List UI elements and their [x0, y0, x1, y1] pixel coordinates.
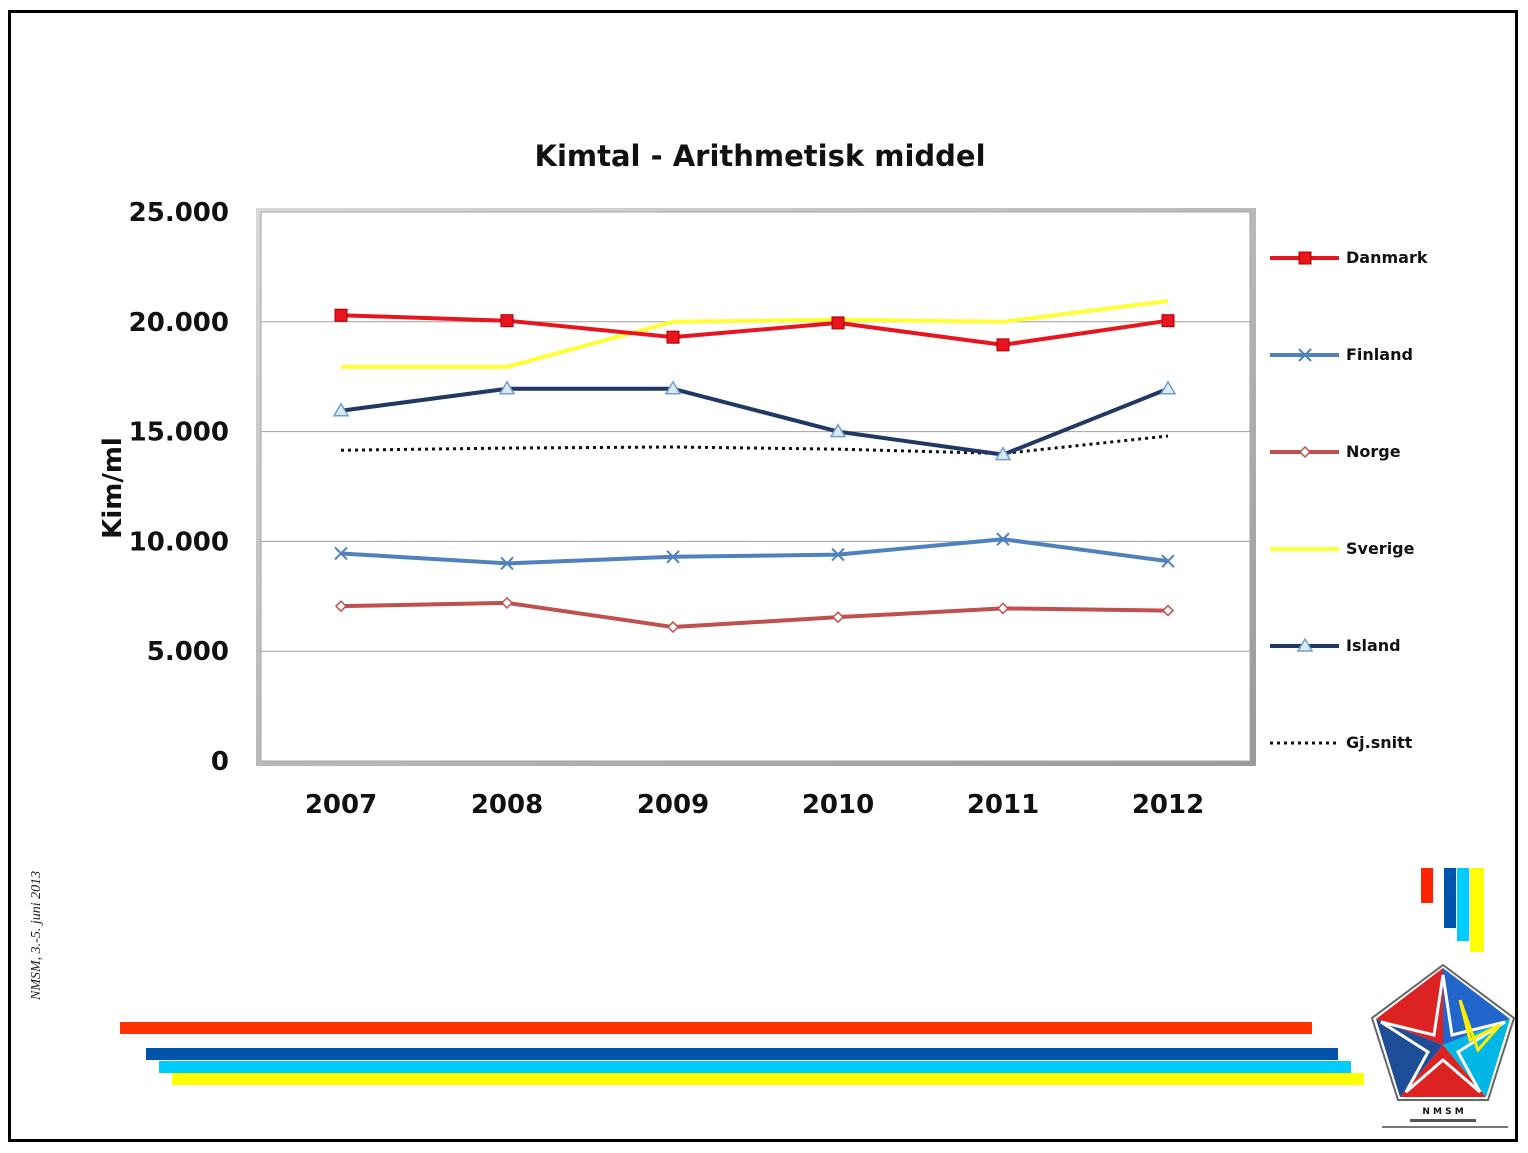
- stripe-yellow: [172, 1073, 1364, 1085]
- data-point-x: [666, 550, 680, 564]
- series-sverige: [341, 298, 1169, 369]
- footer-event-text: NMSM, 3.-5. juni 2013: [29, 871, 44, 1001]
- accent-bar-red: [1421, 868, 1433, 903]
- stripe-cyan: [159, 1061, 1351, 1073]
- accent-bar-blue: [1444, 868, 1456, 928]
- legend-label: Gj.snitt: [1346, 733, 1413, 752]
- logo-segment-darkblue: [1376, 1019, 1443, 1097]
- series-norge: [334, 596, 1175, 634]
- legend: Danmark Finland Norge Sverige Island Gj.snitt: [1270, 248, 1428, 752]
- accent-bar-yellow: [1470, 868, 1484, 952]
- series-danmark: [334, 308, 1175, 352]
- legend-label: Sverige: [1346, 539, 1415, 558]
- series-gj-snitt: [340, 434, 1169, 456]
- logo-subline-2: [1382, 1126, 1508, 1128]
- legend-entry: Finland: [1270, 345, 1413, 364]
- data-point-square: [1298, 251, 1312, 265]
- x-axis-ticks: 2007 2008 2009 2010 2011 2012: [305, 790, 1204, 820]
- y-tick-label: 5.000: [147, 637, 229, 667]
- logo-segment-red: [1376, 968, 1443, 1045]
- data-point-diamond: [500, 596, 514, 609]
- data-point-square: [334, 308, 348, 322]
- accent-bar-cyan: [1457, 868, 1469, 941]
- series-layer: [332, 298, 1177, 634]
- x-tick-label: 2010: [802, 790, 874, 820]
- series-line: [341, 298, 1169, 369]
- data-point-square: [500, 314, 514, 328]
- y-tick-label: 10.000: [129, 527, 229, 557]
- series-line: [340, 386, 1169, 457]
- data-point-triangle: [664, 380, 682, 395]
- data-point-triangle: [994, 446, 1012, 461]
- data-point-x: [1161, 554, 1175, 568]
- series-line: [340, 600, 1169, 630]
- logo-label: N M S M: [1422, 1107, 1463, 1117]
- data-point-diamond: [1161, 604, 1175, 617]
- nmsm-logo: N M S M: [1370, 963, 1516, 1128]
- y-tick-label: 20.000: [129, 308, 229, 338]
- legend-entry: Danmark: [1270, 248, 1428, 267]
- plot-area: [260, 211, 1251, 762]
- x-tick-label: 2009: [637, 790, 709, 820]
- data-point-x: [1298, 348, 1312, 362]
- logo-segment-cyan: [1443, 1019, 1510, 1097]
- logo-star-yellow: [1458, 999, 1502, 1053]
- data-point-x: [831, 547, 845, 562]
- data-point-diamond: [666, 620, 680, 634]
- data-point-triangle: [829, 423, 847, 438]
- y-axis-label: Kim/ml: [98, 437, 128, 539]
- y-tick-label: 0: [211, 747, 229, 777]
- x-tick-label: 2007: [305, 790, 377, 820]
- legend-entry: Gj.snitt: [1270, 733, 1413, 752]
- x-tick-label: 2011: [967, 790, 1039, 820]
- legend-label: Finland: [1346, 345, 1413, 364]
- data-point-square: [666, 330, 680, 344]
- data-point-triangle: [1296, 637, 1314, 652]
- x-tick-label: 2012: [1132, 790, 1204, 820]
- x-tick-label: 2008: [471, 790, 543, 820]
- logo-segment-yellow: [1400, 1045, 1486, 1097]
- logo-subline-1: [1410, 1119, 1476, 1122]
- legend-label: Norge: [1346, 442, 1401, 461]
- data-point-diamond: [1298, 445, 1312, 459]
- y-tick-label: 15.000: [129, 418, 229, 448]
- series-island: [332, 380, 1177, 461]
- data-point-x: [334, 546, 348, 561]
- data-point-square: [831, 316, 845, 330]
- y-tick-label: 25.000: [129, 198, 229, 228]
- stripe-blue: [146, 1048, 1338, 1060]
- series-line: [340, 434, 1169, 456]
- series-finland: [334, 532, 1175, 571]
- data-point-triangle: [498, 380, 516, 395]
- data-point-diamond: [334, 600, 348, 613]
- data-point-diamond: [996, 602, 1010, 615]
- data-point-square: [1161, 314, 1175, 328]
- legend-entry: Norge: [1270, 442, 1401, 461]
- y-axis-ticks: 0 5.000 10.000 15.000 20.000 25.000: [129, 198, 229, 777]
- data-point-x: [500, 556, 514, 571]
- data-point-triangle: [1159, 380, 1177, 395]
- chart-title: Kimtal - Arithmetisk middel: [534, 139, 985, 173]
- logo-accent-bars: [1421, 868, 1484, 952]
- logo-segment-blue: [1443, 968, 1510, 1045]
- data-point-triangle: [332, 402, 350, 417]
- series-line: [340, 313, 1169, 347]
- data-point-square: [996, 338, 1010, 352]
- stripe-red: [120, 1022, 1312, 1034]
- series-line: [340, 537, 1169, 566]
- legend-entry: Sverige: [1270, 539, 1415, 558]
- legend-entry: Island: [1270, 636, 1401, 655]
- decorative-stripes: [120, 1022, 1364, 1085]
- legend-label: Island: [1346, 636, 1401, 655]
- legend-label: Danmark: [1346, 248, 1428, 267]
- data-point-diamond: [831, 611, 845, 624]
- logo-star: [1380, 974, 1506, 1094]
- data-point-x: [996, 532, 1010, 546]
